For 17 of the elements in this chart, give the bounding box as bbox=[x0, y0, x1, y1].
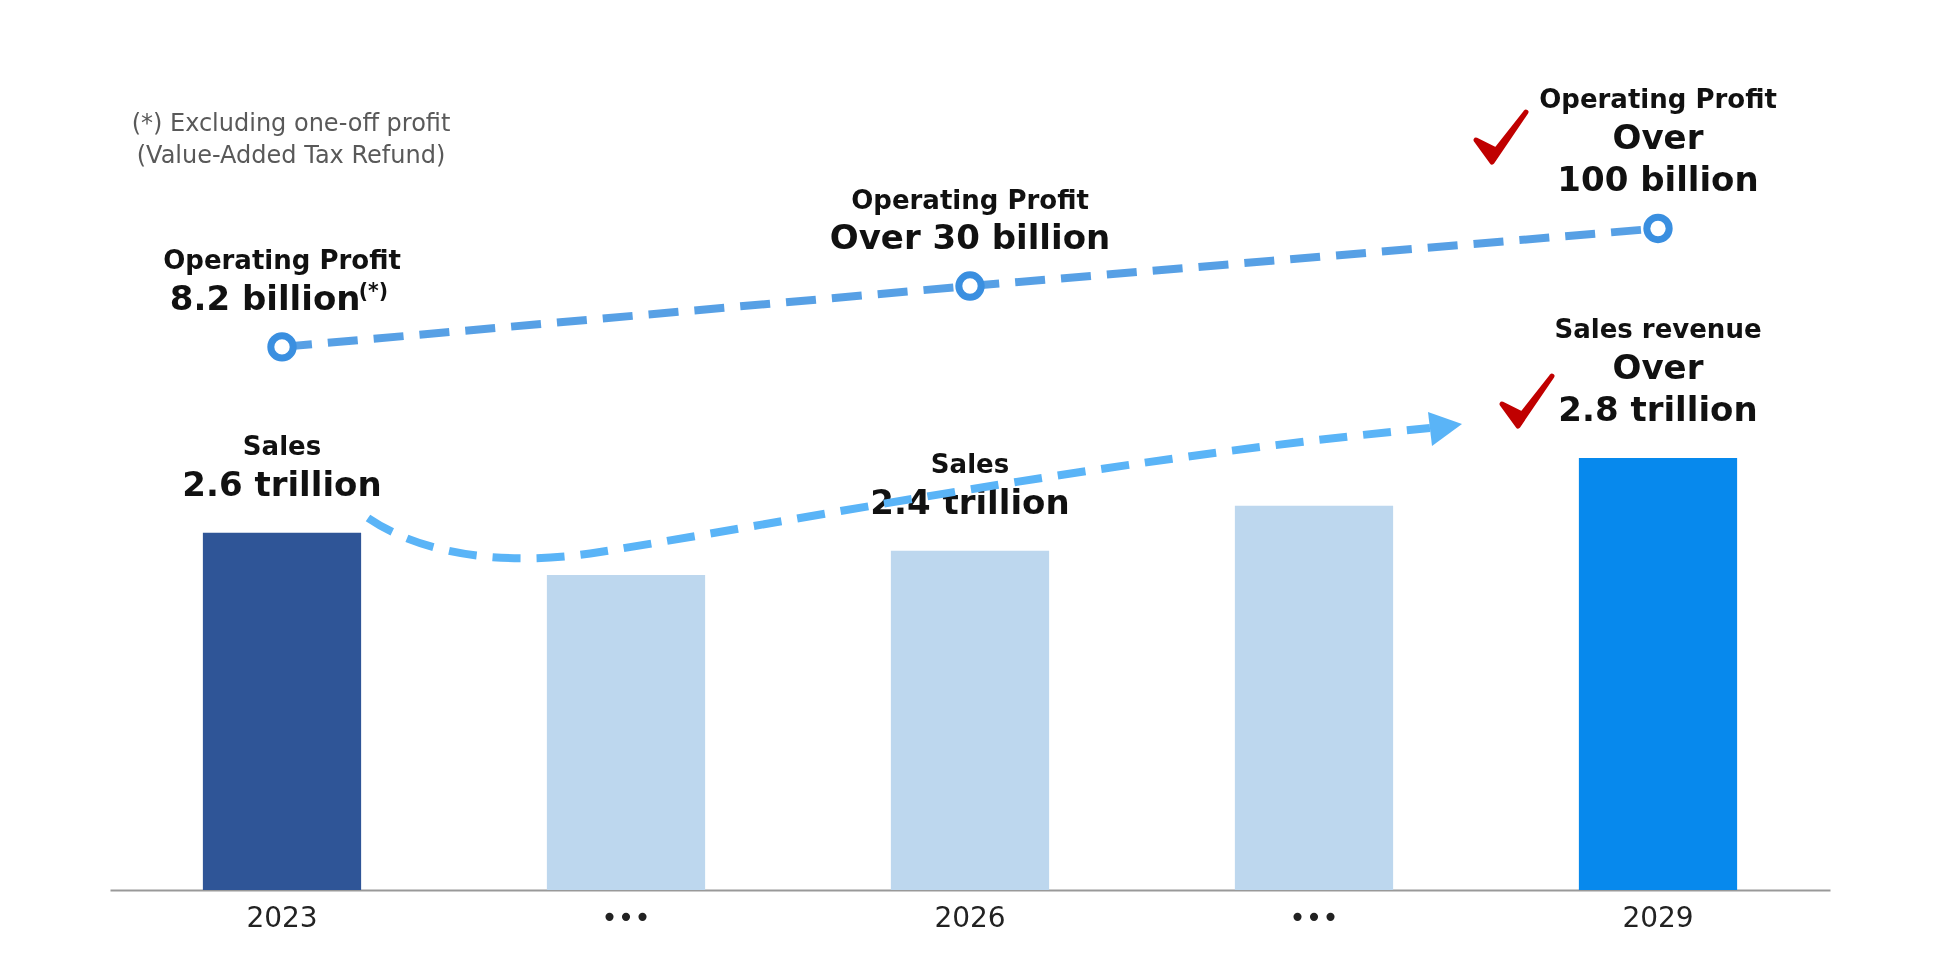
x-tick-label: ••• bbox=[1289, 900, 1339, 934]
bar bbox=[890, 550, 1050, 890]
bar bbox=[1234, 505, 1394, 890]
x-tick-label: 2026 bbox=[934, 900, 1006, 934]
annotation: Sales 2.4 trillion bbox=[870, 449, 1070, 522]
bar bbox=[1578, 458, 1738, 890]
annotation: Sales revenue Over 2.8 trillion bbox=[1554, 314, 1762, 430]
x-tick-label: ••• bbox=[601, 900, 651, 934]
annotation: Operating Profit Over 30 billion bbox=[829, 184, 1111, 258]
annotation: Sales 2.6 trillion bbox=[182, 431, 382, 504]
text: (*) Excluding one-off profit (Value-Added Tax Refund) bbox=[131, 109, 451, 169]
bar bbox=[546, 575, 706, 890]
x-tick-label: 2023 bbox=[246, 900, 318, 934]
annotation: Operating Profit 8.2 billion(*) bbox=[163, 245, 401, 318]
annotation: Operating Profit Over 100 billion bbox=[1539, 84, 1777, 200]
x-tick-label: 2029 bbox=[1622, 900, 1694, 934]
bar bbox=[202, 532, 362, 890]
